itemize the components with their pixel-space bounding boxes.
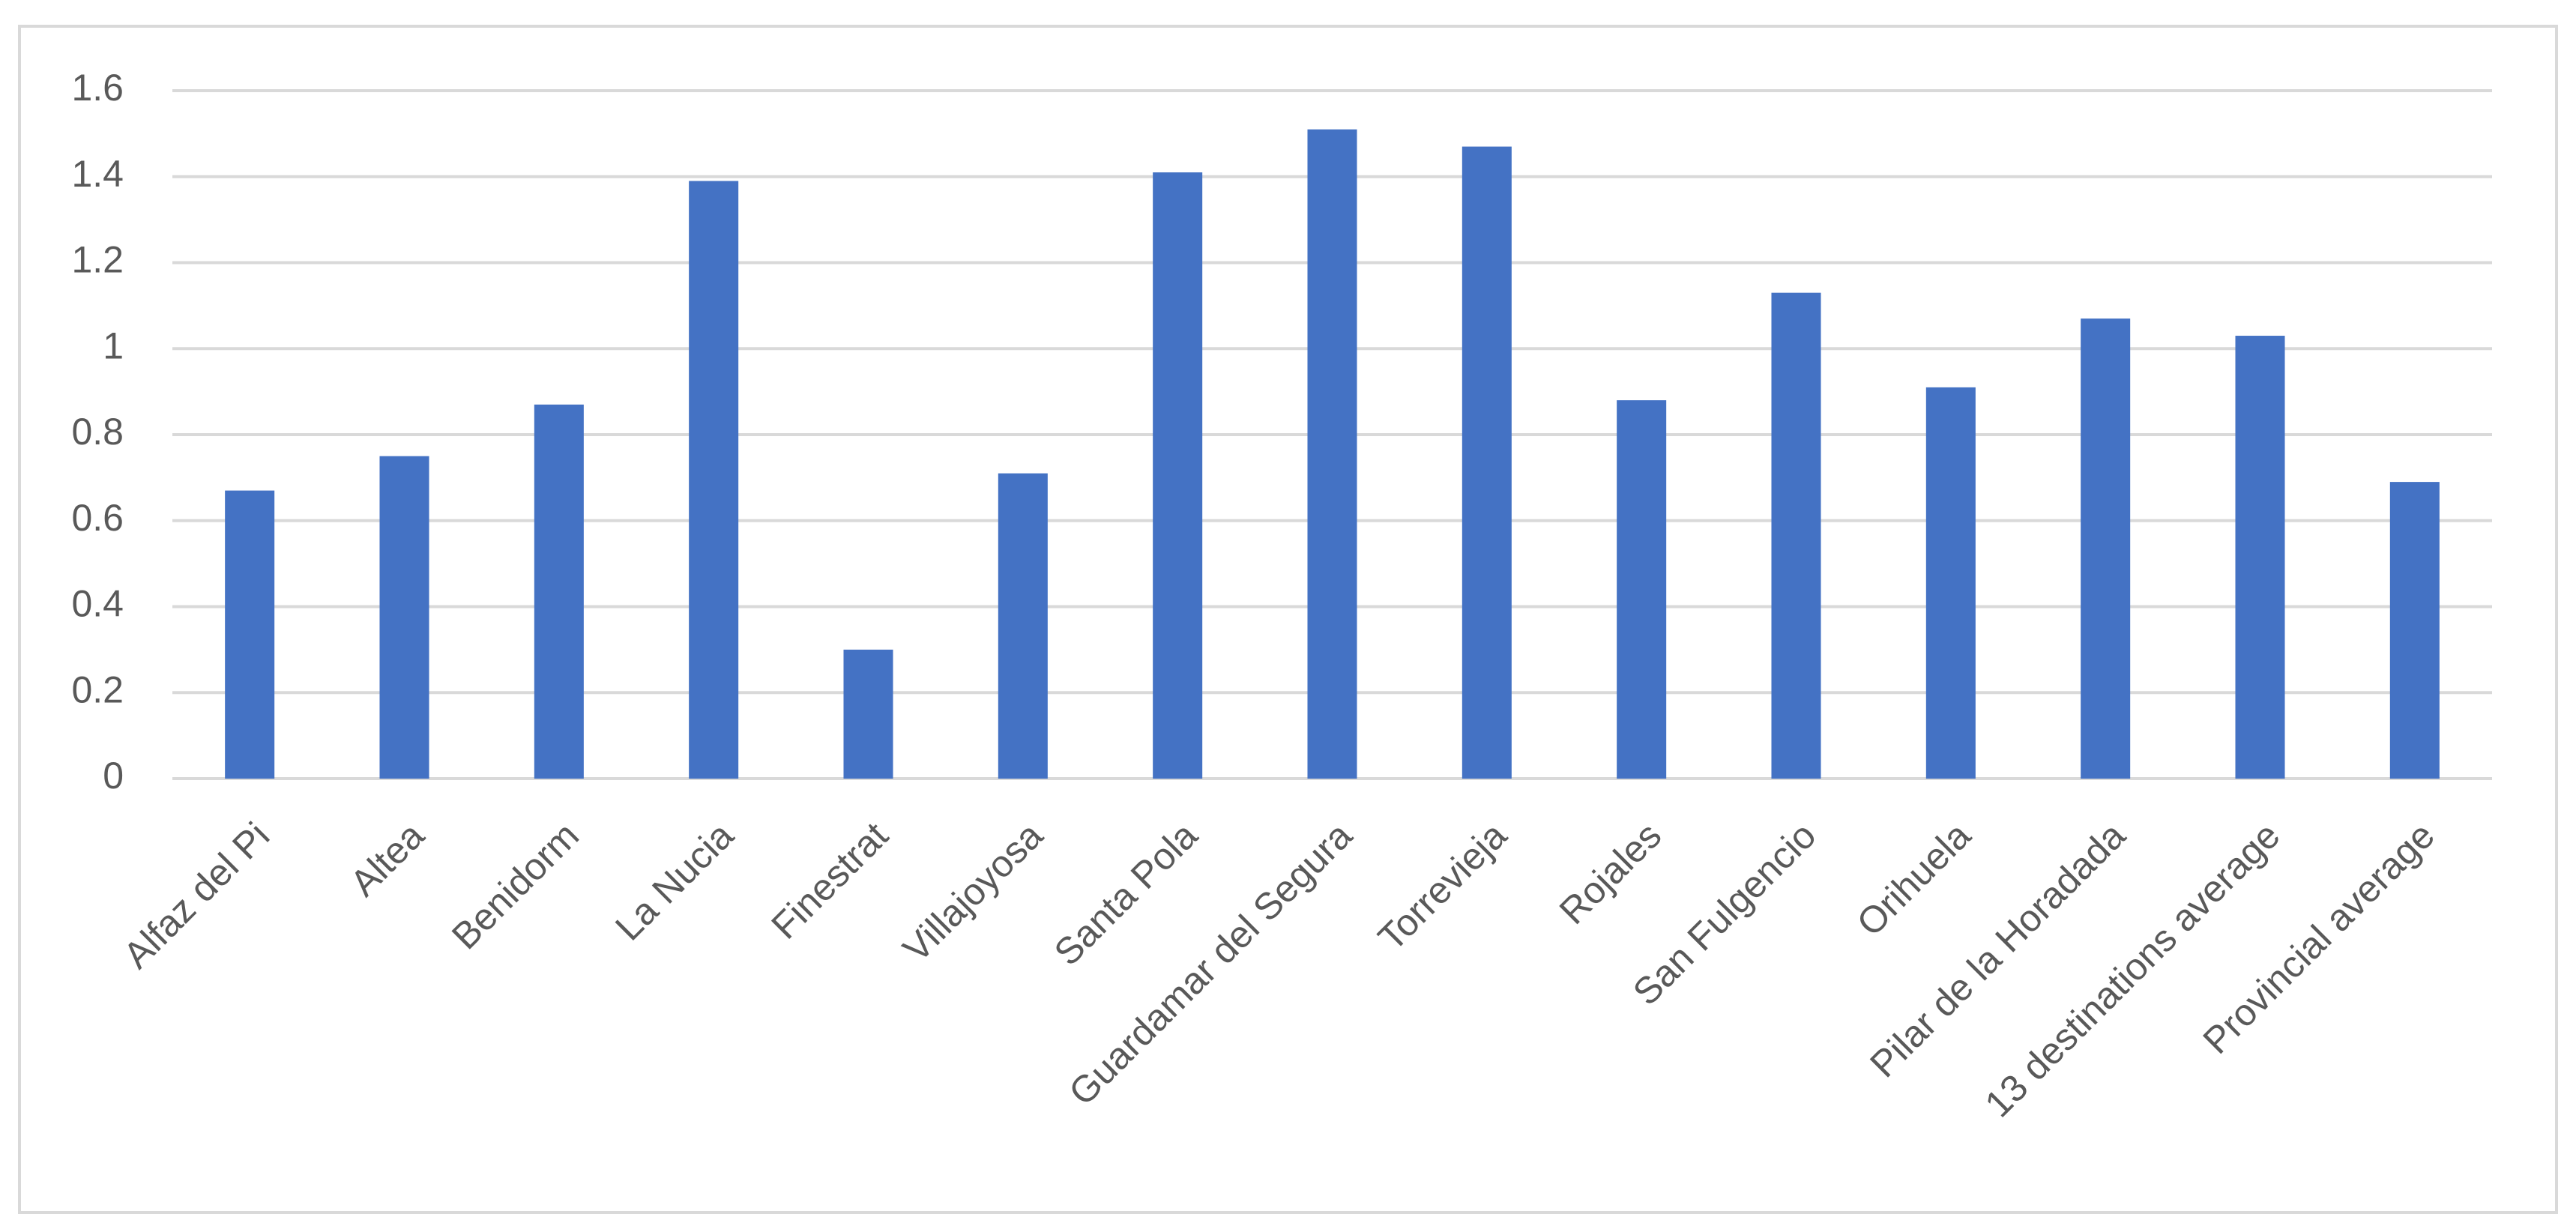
y-tick-label: 0.6 — [71, 497, 124, 539]
bar — [1771, 292, 1821, 779]
bar — [1307, 129, 1357, 779]
y-tick-label: 1.6 — [71, 67, 124, 109]
bar — [379, 456, 429, 779]
chart-border — [18, 25, 2558, 1214]
y-tick-label: 0.2 — [71, 668, 124, 710]
bar — [2389, 482, 2440, 779]
bar — [534, 404, 584, 779]
bar — [1462, 146, 1512, 779]
y-tick-label: 1 — [103, 324, 124, 366]
bar — [2235, 336, 2285, 779]
y-tick-label: 0 — [103, 755, 124, 797]
bar — [843, 649, 893, 779]
y-tick-label: 1.4 — [71, 153, 124, 195]
bar — [1153, 172, 1203, 779]
bar — [1617, 400, 1667, 779]
y-tick-label: 0.8 — [71, 411, 124, 453]
y-tick-label: 0.4 — [71, 583, 124, 625]
y-tick-label: 1.2 — [71, 239, 124, 281]
bar — [2081, 318, 2131, 779]
bar — [689, 181, 739, 779]
bar — [1925, 387, 1976, 779]
bar — [225, 490, 275, 779]
bar — [998, 473, 1048, 779]
